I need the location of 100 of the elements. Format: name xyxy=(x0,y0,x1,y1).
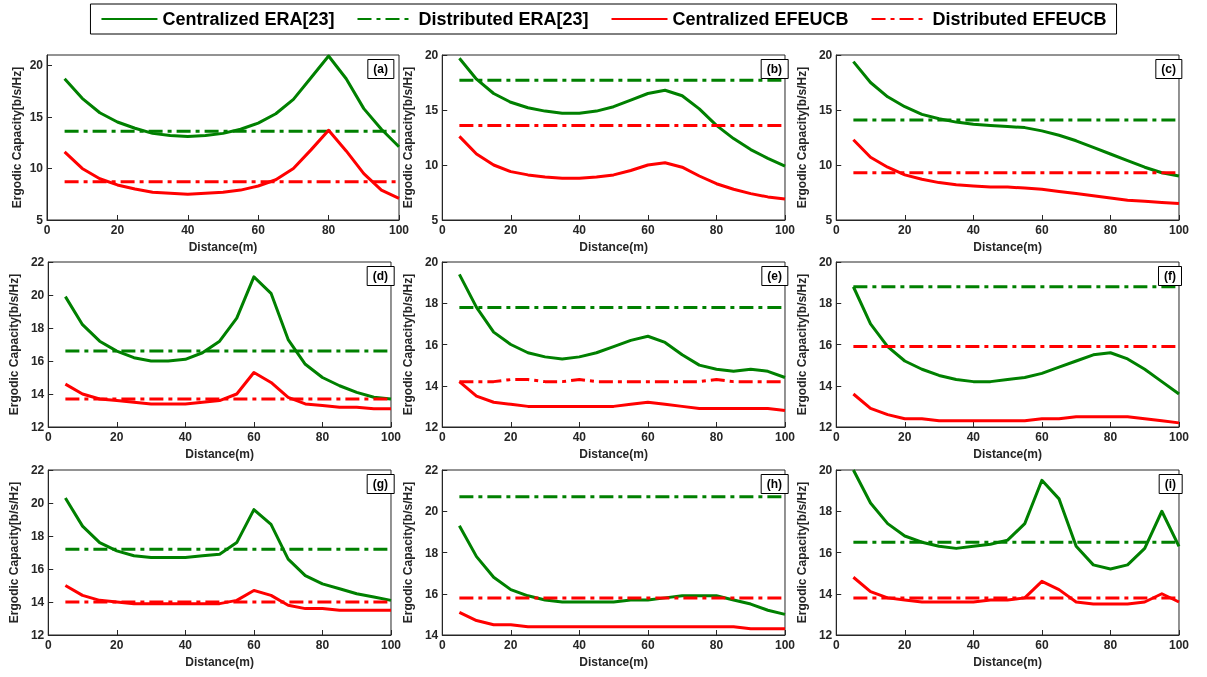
y-tick-label: 10 xyxy=(424,158,439,172)
x-tick-label: 20 xyxy=(110,223,125,237)
x-tick-label: 0 xyxy=(438,223,446,237)
x-tick-label: 20 xyxy=(504,223,518,237)
legend-label: Centralized EFEUCB xyxy=(672,9,849,29)
y-tick-label: 14 xyxy=(424,378,439,393)
y-tick-label: 20 xyxy=(30,496,45,510)
x-tick-label: 100 xyxy=(774,430,796,444)
x-tick-label: 20 xyxy=(110,638,124,652)
x-tick-label: 40 xyxy=(966,638,981,652)
x-tick-label: 0 xyxy=(832,223,840,237)
x-axis-title: Distance(m) xyxy=(973,446,1042,461)
line-series xyxy=(851,138,1181,205)
line-series xyxy=(457,56,787,168)
x-tick-label: 20 xyxy=(898,430,912,444)
annotation: (b) xyxy=(766,62,783,76)
x-tick-label: 100 xyxy=(388,223,410,237)
y-axis-title: Ergodic Capacity[b/s/Hz] xyxy=(7,481,21,624)
legend-label: Centralized ERA[23] xyxy=(162,9,335,29)
y-tick-label: 18 xyxy=(818,296,833,311)
legend-label: Distributed ERA[23] xyxy=(418,9,589,29)
x-axis-title: Distance(m) xyxy=(185,446,254,461)
y-tick-label: 10 xyxy=(818,158,833,172)
y-tick-label: 16 xyxy=(818,337,833,352)
x-tick-label: 100 xyxy=(1168,223,1190,237)
y-tick-label: 20 xyxy=(818,255,833,269)
y-axis-title: Ergodic Capacity[b/s/Hz] xyxy=(795,66,809,209)
line-series xyxy=(63,128,401,200)
x-tick-label: 80 xyxy=(709,430,724,444)
annotation: (g) xyxy=(372,477,389,491)
x-tick-label: 20 xyxy=(898,223,912,237)
y-tick-label: 20 xyxy=(424,255,439,269)
x-tick-label: 60 xyxy=(641,430,655,444)
y-tick-label: 22 xyxy=(424,463,439,477)
y-tick-label: 5 xyxy=(431,213,439,227)
x-tick-label: 0 xyxy=(44,430,52,444)
line-series xyxy=(851,60,1181,178)
y-tick-label: 15 xyxy=(818,103,833,117)
x-tick-label: 100 xyxy=(380,638,402,652)
x-tick-label: 80 xyxy=(709,223,724,237)
x-tick-label: 0 xyxy=(438,638,446,652)
y-tick-label: 14 xyxy=(30,387,45,401)
x-tick-label: 0 xyxy=(832,430,840,444)
x-tick-label: 40 xyxy=(572,430,587,444)
x-tick-label: 80 xyxy=(1103,223,1118,237)
annotation: (a) xyxy=(373,62,389,76)
x-tick-label: 80 xyxy=(315,430,330,444)
y-tick-label: 18 xyxy=(30,321,45,335)
y-axis-title: Ergodic Capacity[b/s/Hz] xyxy=(401,66,415,209)
line-series xyxy=(457,610,787,631)
y-tick-label: 16 xyxy=(818,545,833,560)
x-axis-title: Distance(m) xyxy=(185,654,254,669)
x-tick-label: 60 xyxy=(641,638,655,652)
y-tick-label: 12 xyxy=(818,420,833,434)
y-tick-label: 22 xyxy=(30,463,45,477)
x-tick-label: 40 xyxy=(966,430,981,444)
y-tick-label: 18 xyxy=(818,504,833,519)
y-tick-label: 20 xyxy=(424,48,439,62)
y-axis-title: Ergodic Capacity[b/s/Hz] xyxy=(795,273,809,416)
y-tick-label: 15 xyxy=(424,103,439,117)
x-axis-title: Distance(m) xyxy=(973,239,1042,254)
y-tick-label: 20 xyxy=(29,58,44,73)
annotation: (h) xyxy=(766,477,783,491)
x-tick-label: 20 xyxy=(898,638,912,652)
y-tick-label: 14 xyxy=(30,595,45,609)
line-series xyxy=(457,524,787,616)
x-tick-label: 0 xyxy=(438,430,446,444)
x-tick-label: 100 xyxy=(774,638,796,652)
y-axis-title: Ergodic Capacity[b/s/Hz] xyxy=(7,273,21,416)
x-tick-label: 60 xyxy=(1035,430,1049,444)
y-tick-label: 14 xyxy=(818,586,833,601)
line-series xyxy=(63,371,393,411)
annotation: (e) xyxy=(767,269,783,283)
y-tick-label: 5 xyxy=(36,213,44,227)
x-tick-label: 60 xyxy=(641,223,655,237)
x-tick-label: 60 xyxy=(1035,638,1049,652)
y-tick-label: 14 xyxy=(424,628,439,642)
x-tick-label: 0 xyxy=(832,638,840,652)
y-tick-label: 14 xyxy=(818,378,833,393)
y-axis-title: Ergodic Capacity[b/s/Hz] xyxy=(795,481,809,624)
x-tick-label: 40 xyxy=(572,638,587,652)
y-tick-label: 18 xyxy=(424,545,439,560)
x-tick-label: 60 xyxy=(247,430,261,444)
line-series xyxy=(851,468,1181,571)
y-tick-label: 20 xyxy=(818,48,833,62)
x-tick-label: 80 xyxy=(1103,430,1118,444)
y-tick-label: 20 xyxy=(424,504,439,519)
y-tick-label: 12 xyxy=(818,628,833,642)
x-tick-label: 20 xyxy=(504,638,518,652)
y-tick-label: 16 xyxy=(30,562,45,576)
y-axis-title: Ergodic Capacity[b/s/Hz] xyxy=(401,481,415,624)
x-axis-title: Distance(m) xyxy=(188,239,258,254)
x-tick-label: 20 xyxy=(504,430,518,444)
x-tick-label: 40 xyxy=(966,223,981,237)
x-axis-title: Distance(m) xyxy=(579,239,648,254)
x-tick-label: 40 xyxy=(178,638,193,652)
y-tick-label: 22 xyxy=(30,255,45,269)
legend-label: Distributed EFEUCB xyxy=(932,9,1107,29)
y-tick-label: 18 xyxy=(424,296,439,311)
x-tick-label: 40 xyxy=(178,430,193,444)
